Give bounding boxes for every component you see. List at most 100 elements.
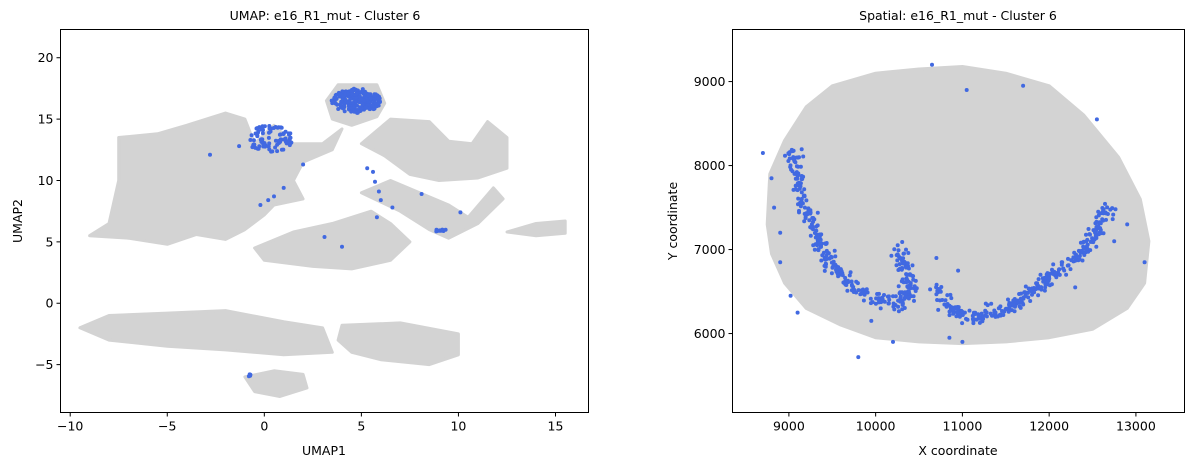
umap-highlight-point bbox=[208, 152, 212, 157]
umap-highlight-point bbox=[263, 143, 268, 148]
umap-highlight-point bbox=[266, 198, 271, 203]
spatial-highlight-point bbox=[1094, 244, 1099, 249]
spatial-highlight-point bbox=[798, 204, 803, 209]
spatial-highlight-point bbox=[1108, 207, 1113, 212]
spatial-highlight-point bbox=[905, 289, 910, 294]
spatial-highlight-point bbox=[1097, 232, 1101, 237]
spatial-highlight-point bbox=[1071, 255, 1076, 260]
spatial-highlight-point bbox=[799, 196, 804, 201]
spatial-highlight-point bbox=[1036, 277, 1041, 282]
spatial-panel: Spatial: e16_R1_mut - Cluster 6 9000 1000… bbox=[665, 8, 1185, 458]
spatial-highlight-point bbox=[808, 233, 813, 238]
umap-highlight-point bbox=[360, 87, 365, 92]
spatial-highlight-point bbox=[1006, 309, 1011, 314]
umap-y-ticks: −5 0 5 10 15 20 bbox=[35, 50, 61, 372]
umap-highlight-point bbox=[370, 103, 375, 108]
spatial-highlight-point bbox=[869, 318, 874, 323]
spatial-highlight-point bbox=[882, 293, 886, 297]
spatial-highlight-point bbox=[829, 255, 834, 260]
spatial-highlight-point bbox=[1069, 258, 1074, 263]
umap-highlight-point bbox=[352, 109, 357, 114]
spatial-highlight-point bbox=[1038, 285, 1043, 290]
umap-title: UMAP: e16_R1_mut - Cluster 6 bbox=[230, 8, 421, 23]
spatial-highlight-point bbox=[845, 278, 850, 283]
spatial-highlight-point bbox=[1047, 276, 1052, 281]
spatial-highlight-point bbox=[804, 198, 809, 203]
spatial-x-tick-label: 9000 bbox=[773, 419, 805, 434]
spatial-highlight-point bbox=[934, 256, 939, 260]
spatial-highlight-point bbox=[897, 256, 902, 261]
spatial-highlight-point bbox=[1023, 290, 1027, 295]
umap-y-tick-label: 15 bbox=[38, 112, 54, 127]
spatial-highlight-point bbox=[938, 289, 943, 294]
spatial-highlight-point bbox=[900, 302, 905, 307]
umap-y-tick-label: 10 bbox=[38, 173, 54, 188]
spatial-highlight-point bbox=[976, 314, 981, 319]
spatial-highlight-point bbox=[808, 225, 813, 230]
spatial-highlight-point bbox=[1036, 293, 1041, 298]
umap-highlight-point bbox=[237, 144, 242, 149]
spatial-highlight-point bbox=[1105, 205, 1110, 210]
umap-y-tick-label: 0 bbox=[46, 296, 54, 311]
umap-highlight-point bbox=[333, 101, 338, 106]
spatial-y-tick-label: 6000 bbox=[694, 326, 726, 341]
spatial-highlight-point bbox=[1091, 240, 1096, 245]
spatial-highlight-point bbox=[864, 287, 869, 292]
umap-highlight-point bbox=[344, 99, 349, 104]
umap-highlight-point bbox=[279, 125, 284, 130]
spatial-highlight-point bbox=[943, 298, 948, 303]
spatial-highlight-point bbox=[829, 271, 834, 276]
spatial-highlight-point bbox=[1054, 275, 1059, 280]
spatial-highlight-point bbox=[783, 153, 787, 158]
spatial-highlight-point bbox=[960, 339, 965, 344]
spatial-highlight-point bbox=[795, 188, 800, 193]
spatial-highlight-point bbox=[799, 147, 804, 152]
spatial-highlight-point bbox=[951, 307, 956, 312]
spatial-highlight-point bbox=[830, 265, 835, 269]
umap-highlight-point bbox=[248, 138, 253, 142]
spatial-highlight-point bbox=[910, 263, 915, 268]
spatial-highlight-point bbox=[886, 301, 891, 306]
spatial-highlight-point bbox=[797, 208, 801, 213]
spatial-highlight-point bbox=[1085, 247, 1090, 251]
spatial-highlight-point bbox=[815, 210, 820, 215]
spatial-highlight-point bbox=[802, 205, 807, 210]
spatial-highlight-point bbox=[1093, 229, 1098, 234]
spatial-highlight-point bbox=[876, 297, 881, 302]
umap-highlight-point bbox=[365, 166, 370, 171]
umap-highlight-point bbox=[368, 96, 373, 101]
spatial-highlight-point bbox=[850, 283, 854, 288]
spatial-highlight-point bbox=[1110, 217, 1115, 222]
spatial-highlight-point bbox=[882, 299, 887, 304]
spatial-highlight-point bbox=[1066, 256, 1070, 261]
spatial-highlight-point bbox=[1062, 268, 1067, 273]
spatial-background-cells bbox=[765, 65, 1151, 346]
spatial-highlight-point bbox=[956, 268, 961, 273]
spatial-highlight-point bbox=[797, 155, 801, 160]
spatial-highlight-point bbox=[1125, 222, 1130, 227]
umap-highlight-point bbox=[270, 149, 275, 154]
spatial-highlight-point bbox=[786, 151, 791, 156]
spatial-highlight-point bbox=[811, 243, 816, 248]
spatial-x-tick-label: 10000 bbox=[856, 419, 896, 434]
spatial-highlight-point bbox=[936, 307, 941, 312]
umap-panel: UMAP: e16_R1_mut - Cluster 6 −10 −5 0 5 10 15… bbox=[10, 8, 589, 458]
spatial-highlight-point bbox=[791, 187, 796, 192]
umap-highlight-point bbox=[267, 141, 272, 146]
spatial-highlight-point bbox=[942, 302, 947, 307]
spatial-highlight-point bbox=[760, 151, 765, 155]
spatial-x-ticks: 9000 10000 11000 12000 13000 bbox=[773, 412, 1156, 434]
spatial-highlight-point bbox=[897, 262, 902, 267]
umap-highlight-point bbox=[262, 124, 267, 129]
spatial-highlight-point bbox=[1101, 218, 1106, 223]
spatial-highlight-point bbox=[1098, 221, 1103, 226]
spatial-highlight-point bbox=[895, 252, 900, 257]
umap-background-cells bbox=[359, 117, 509, 182]
spatial-highlight-point bbox=[832, 248, 837, 253]
spatial-highlight-point bbox=[1023, 294, 1028, 298]
spatial-highlight-point bbox=[1003, 307, 1008, 312]
spatial-highlight-point bbox=[796, 202, 800, 207]
spatial-highlight-point bbox=[1078, 240, 1083, 245]
spatial-highlight-point bbox=[1011, 298, 1016, 303]
umap-highlight-point bbox=[376, 189, 381, 194]
